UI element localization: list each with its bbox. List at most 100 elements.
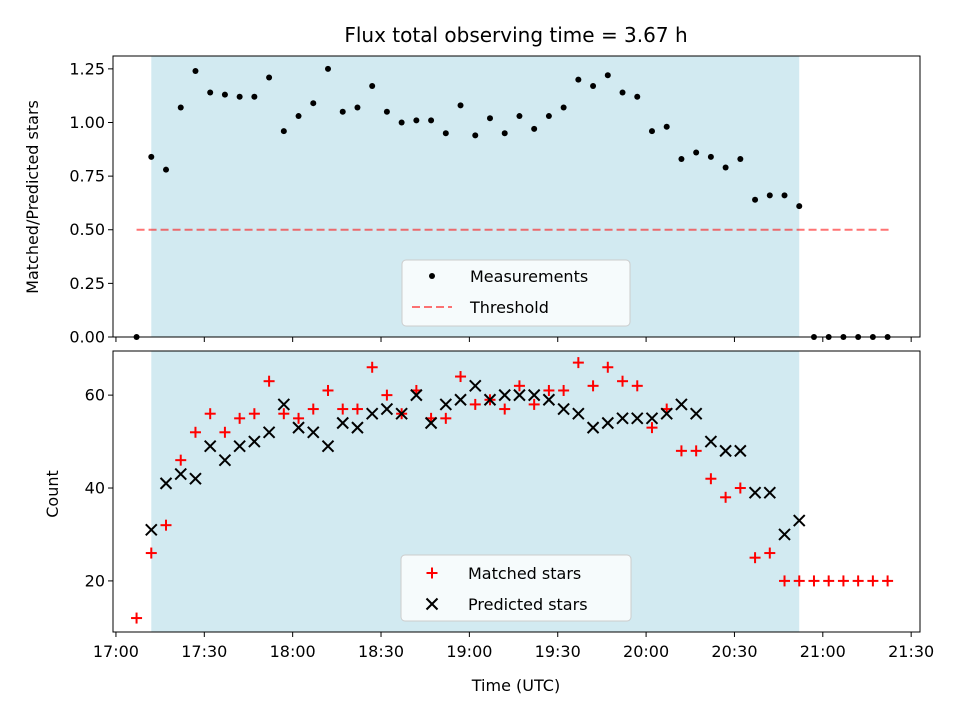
cross-b <box>527 388 541 402</box>
x-tick-label: 19:30 <box>535 642 581 661</box>
measurement-point <box>796 203 803 210</box>
predicted-star-point <box>380 402 394 416</box>
measurement-point <box>383 108 390 115</box>
matched-star-point <box>189 426 201 438</box>
cross-b <box>159 477 173 490</box>
cross-b <box>557 402 570 416</box>
predicted-star-point <box>483 393 497 406</box>
predicted-star-point <box>704 435 718 448</box>
matched-star-point <box>234 412 246 424</box>
top-axes-frame <box>112 55 921 338</box>
measurement-point <box>560 104 567 111</box>
matched-star-point <box>440 412 452 424</box>
matched-star-point <box>705 473 717 485</box>
matched-star-point <box>204 408 216 420</box>
cross-b <box>734 444 747 458</box>
cross-b <box>675 398 688 411</box>
matched-star-point <box>513 380 525 392</box>
measurement-point <box>354 104 361 111</box>
cross-b <box>601 416 615 430</box>
x-tick-label: 20:00 <box>623 642 669 661</box>
cross-b <box>631 412 644 425</box>
matched-star-point <box>175 454 187 466</box>
cross-b <box>469 379 482 393</box>
measurement-point <box>413 117 420 124</box>
top-legend: Measurements Threshold <box>401 259 631 327</box>
cross-b <box>498 388 511 402</box>
cross-b <box>292 421 305 434</box>
matched-star-point <box>823 575 835 587</box>
predicted-star-point <box>542 393 556 406</box>
matched-star-point <box>455 371 467 383</box>
predicted-star-point <box>631 412 644 425</box>
cross-b <box>410 388 423 402</box>
x-tick-label: 19:00 <box>446 642 492 661</box>
legend-threshold-label: Threshold <box>469 298 549 317</box>
legend-predicted-marker <box>425 597 439 611</box>
predicted-star-point <box>307 426 320 439</box>
matched-star-point <box>351 403 363 415</box>
y-tick-label: 0.00 <box>69 328 105 347</box>
predicted-star-point <box>395 407 408 420</box>
cross-b <box>763 486 776 499</box>
measurement-point <box>207 89 214 96</box>
y-tick-label: 0.50 <box>69 220 105 239</box>
measurement-point <box>737 155 744 162</box>
matched-star-point <box>749 552 761 564</box>
bottom-axes-frame <box>112 350 921 633</box>
predicted-star-point <box>410 388 423 402</box>
matched-star-point <box>366 361 378 373</box>
cross-b <box>189 472 202 485</box>
cross-b <box>439 398 453 411</box>
x-tick-label: 17:00 <box>93 642 139 661</box>
measurement-point <box>148 153 155 160</box>
legend-measurements-label: Measurements <box>470 267 588 286</box>
measurement-point <box>192 68 199 75</box>
cross-b <box>483 393 497 406</box>
predicted-star-point <box>675 398 688 411</box>
matched-star-point <box>263 375 275 387</box>
measurement-point <box>501 130 508 137</box>
matched-star-point <box>617 375 629 387</box>
measurement-point <box>722 164 729 171</box>
matched-star-point <box>779 575 791 587</box>
matched-star-point <box>543 384 555 396</box>
predicted-star-point <box>248 435 261 448</box>
matched-star-point <box>558 384 570 396</box>
measurement-point <box>752 196 759 203</box>
predicted-star-point <box>321 440 335 453</box>
bottom-y-axis-label: Count <box>43 470 62 518</box>
cross-b <box>542 393 556 406</box>
cross-b <box>380 402 394 416</box>
matched-star-point <box>278 408 290 420</box>
bottom-legend: Matched stars Predicted stars <box>400 554 632 622</box>
measurement-point <box>221 91 228 98</box>
matched-star-point <box>381 389 393 401</box>
cross-b <box>277 398 291 411</box>
matched-star-point <box>145 547 157 559</box>
x-tick-label: 21:30 <box>888 642 934 661</box>
matched-star-point <box>808 575 820 587</box>
measurement-point <box>428 117 435 124</box>
cross-b <box>616 412 629 425</box>
predicted-star-point <box>734 444 747 458</box>
y-tick-label: 1.25 <box>69 59 105 78</box>
cross-b <box>233 440 246 453</box>
measurement-point <box>693 149 700 156</box>
predicted-star-point <box>145 523 158 537</box>
predicted-star-point <box>203 440 217 453</box>
measurement-point <box>531 125 538 132</box>
cross-b <box>572 407 585 420</box>
predicted-star-point <box>336 416 349 430</box>
predicted-star-point <box>277 398 291 411</box>
measurement-point <box>590 83 597 90</box>
predicted-star-point <box>616 412 629 425</box>
x-tick-label: 21:00 <box>800 642 846 661</box>
legend-predicted-label: Predicted stars <box>468 595 588 614</box>
predicted-star-point <box>719 444 732 458</box>
measurement-point <box>457 102 464 109</box>
cross-b <box>307 426 320 439</box>
matched-star-point <box>587 380 599 392</box>
x-tick-label: 20:30 <box>711 642 757 661</box>
cross-b <box>218 453 232 467</box>
